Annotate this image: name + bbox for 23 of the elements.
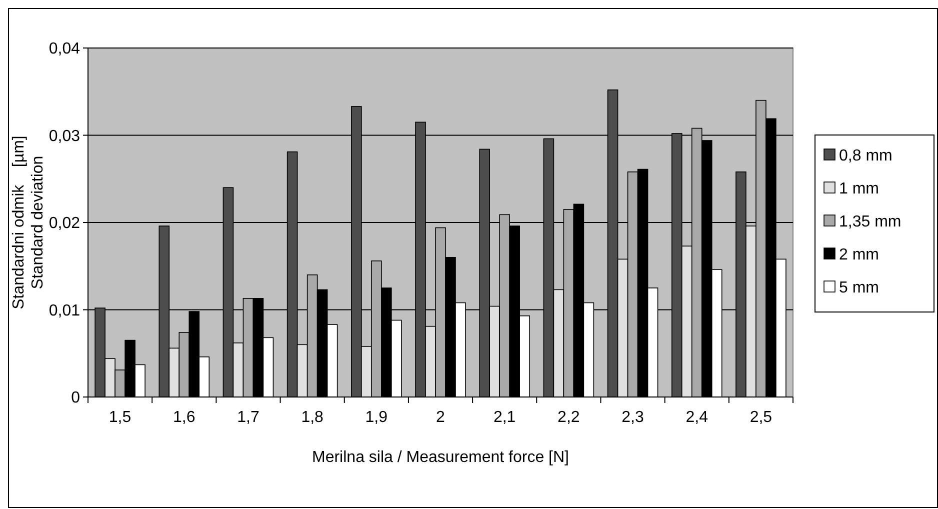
x-tick-label: 2,4 bbox=[686, 409, 708, 426]
x-tick-label: 2,3 bbox=[622, 409, 644, 426]
legend-label: 0,8 mm bbox=[839, 148, 892, 165]
x-tick-label: 2,1 bbox=[493, 409, 516, 426]
x-tick-label: 1,9 bbox=[365, 409, 388, 426]
x-axis-title: Merilna sila / Measurement force [N] bbox=[312, 449, 569, 466]
legend-label: 1 mm bbox=[839, 180, 879, 198]
x-tick-label: 2,2 bbox=[558, 409, 580, 426]
y-tick-label: 0,01 bbox=[48, 302, 80, 320]
x-tick-label: 1,5 bbox=[108, 409, 132, 426]
y-tick-label: 0,03 bbox=[48, 128, 80, 145]
legend-label: 1,35 mm bbox=[839, 214, 902, 231]
x-tick-label: 1,8 bbox=[301, 409, 324, 426]
x-tick-label: 2,5 bbox=[750, 409, 772, 426]
y-tick-label: 0,04 bbox=[48, 40, 80, 58]
x-tick-label: 2 bbox=[436, 409, 446, 426]
y-tick-label: 0,02 bbox=[48, 215, 80, 232]
y-axis-title: Standardni odmik [µm] Standard deviation bbox=[10, 136, 47, 310]
legend-label: 5 mm bbox=[839, 280, 879, 297]
x-tick-label: 1,6 bbox=[173, 409, 196, 426]
x-tick-label: 1,7 bbox=[237, 409, 260, 426]
legend-label: 2 mm bbox=[839, 246, 879, 264]
y-tick-label: 0 bbox=[71, 390, 80, 407]
